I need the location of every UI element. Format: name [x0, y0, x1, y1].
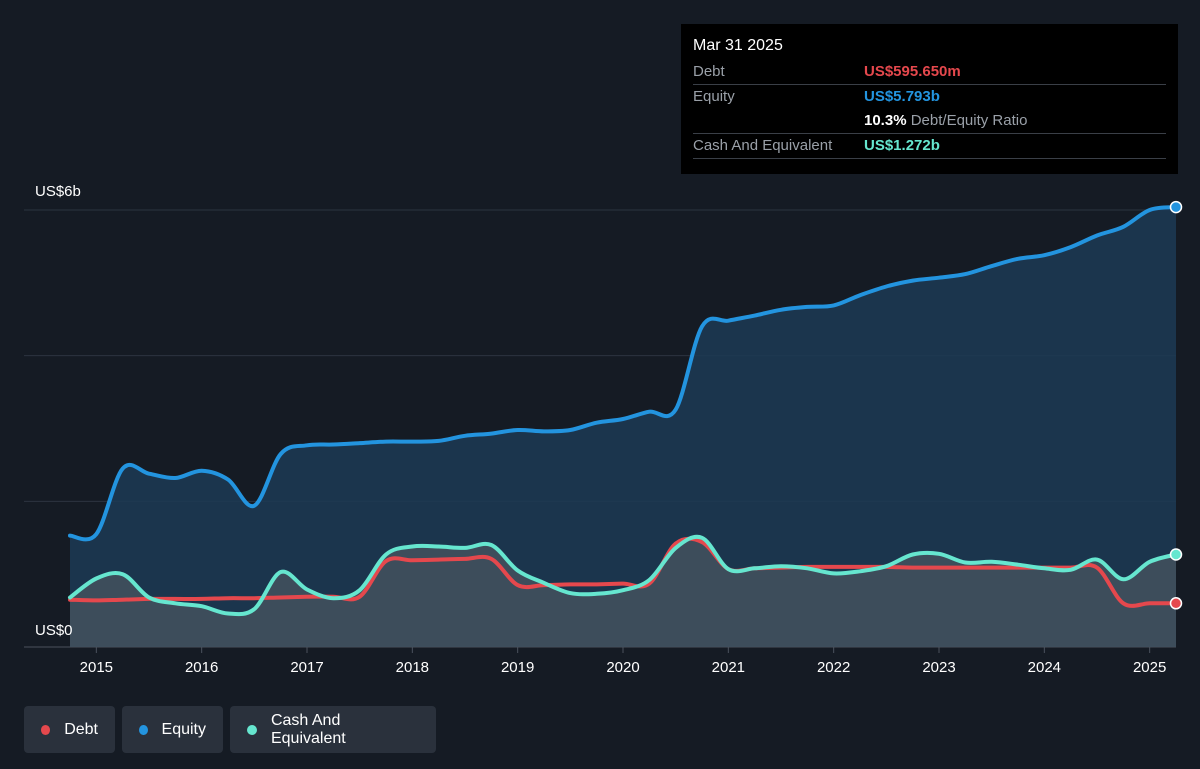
end-markers	[1169, 200, 1183, 610]
chart-lines	[68, 205, 1178, 617]
debt-line	[68, 536, 1178, 608]
tooltip-equity-value: US$5.793b	[864, 88, 940, 105]
tooltip-ratio-value: 10.3%	[864, 112, 907, 129]
x-axis-ticks: 2015 2016 2017 2018 2019 2020 2021 2022 2023 2024…	[80, 647, 1166, 676]
equity-area	[70, 207, 1176, 647]
legend-cash-label: Cash And Equivalent	[270, 711, 346, 747]
chart-legend: Debt Equity Cash And Equivalent	[24, 706, 436, 753]
legend-debt-label: Debt	[64, 720, 98, 738]
data-tooltip: Mar 31 2025 Debt US$595.650m Equity US$5…	[681, 24, 1178, 174]
x-tick-label: 2025	[1133, 659, 1166, 676]
x-tick-label: 2017	[290, 659, 323, 676]
chart-areas	[70, 207, 1176, 647]
x-tick-label: 2020	[606, 659, 639, 676]
tooltip-ratio-label: Debt/Equity Ratio	[910, 112, 1028, 129]
tooltip-debt-row: Debt US$595.650m	[693, 60, 1166, 85]
cash-line	[68, 534, 1178, 617]
legend-equity-label: Equity	[161, 720, 206, 738]
tooltip-cash-label: Cash And Equivalent	[693, 137, 833, 154]
tooltip-date: Mar 31 2025	[693, 37, 783, 54]
x-tick-label: 2021	[712, 659, 745, 676]
legend-cash-toggle[interactable]: Cash And Equivalent	[230, 706, 436, 753]
x-tick-label: 2016	[185, 659, 218, 676]
tooltip-debt-label: Debt	[693, 63, 725, 80]
cash-dot-icon	[247, 724, 257, 735]
cash-end-marker	[1169, 548, 1183, 561]
x-tick-label: 2015	[80, 659, 113, 676]
equity-line	[68, 205, 1178, 542]
debt-end-marker	[1169, 597, 1183, 610]
tooltip-equity-label: Equity	[693, 88, 735, 105]
x-tick-label: 2019	[501, 659, 534, 676]
tooltip-ratio-row: 10.3% Debt/Equity Ratio	[693, 109, 1166, 134]
tooltip-cash-row: Cash And Equivalent US$1.272b	[693, 134, 1166, 159]
debt-dot-icon	[41, 724, 51, 735]
legend-equity-toggle[interactable]: Equity	[122, 706, 223, 753]
tooltip-debt-value: US$595.650m	[864, 63, 961, 80]
x-tick-label: 2018	[396, 659, 429, 676]
equity-end-marker	[1169, 200, 1183, 214]
equity-dot-icon	[139, 724, 148, 735]
x-tick-label: 2023	[922, 659, 955, 676]
y-axis-zero-label: US$0	[35, 622, 73, 639]
x-tick-label: 2022	[817, 659, 850, 676]
legend-debt-toggle[interactable]: Debt	[24, 706, 115, 753]
tooltip-equity-row: Equity US$5.793b	[693, 85, 1166, 109]
tooltip-cash-value: US$1.272b	[864, 137, 940, 154]
x-tick-label: 2024	[1028, 659, 1061, 676]
tooltip-ratio: 10.3% Debt/Equity Ratio	[864, 109, 1027, 133]
y-axis-max-label: US$6b	[35, 183, 81, 200]
